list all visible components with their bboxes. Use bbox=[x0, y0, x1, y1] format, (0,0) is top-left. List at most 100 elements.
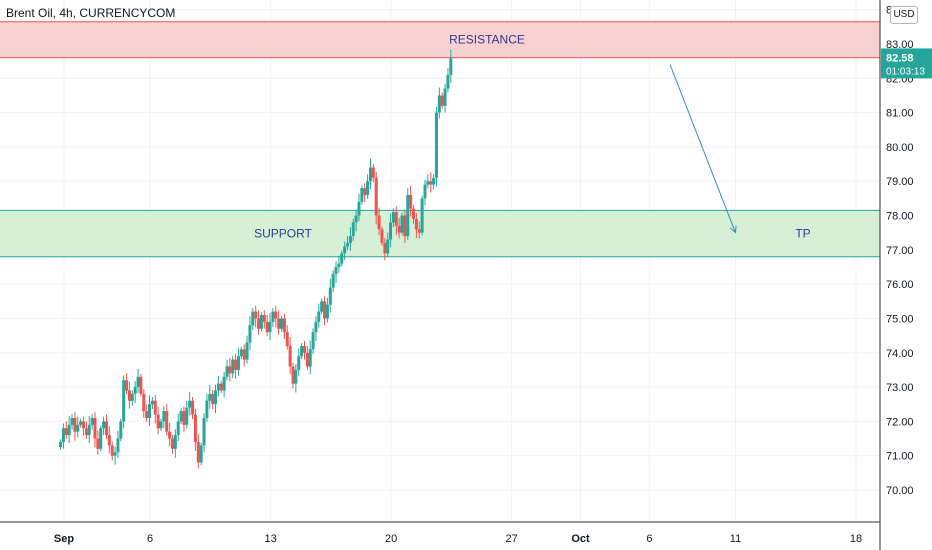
x-tick-label: 6 bbox=[147, 533, 153, 545]
candle-body bbox=[199, 445, 203, 463]
candle-body bbox=[334, 267, 338, 274]
candle-body bbox=[176, 421, 180, 436]
candle-body bbox=[159, 421, 163, 429]
candle-body bbox=[412, 208, 416, 219]
candle-body bbox=[219, 383, 223, 391]
candle-body bbox=[437, 95, 441, 113]
candle-body bbox=[61, 428, 65, 442]
candle-body bbox=[59, 441, 63, 448]
candle-body bbox=[191, 400, 195, 415]
x-tick-label: Sep bbox=[54, 533, 74, 545]
candle-body bbox=[70, 417, 74, 425]
candle-body bbox=[423, 184, 427, 199]
candle-body bbox=[366, 181, 370, 195]
price-axis[interactable] bbox=[880, 0, 932, 550]
candle-body bbox=[254, 311, 258, 319]
candle-body bbox=[325, 304, 329, 319]
candle-body bbox=[386, 239, 390, 254]
candle-body bbox=[291, 366, 295, 384]
currency-button[interactable]: USD bbox=[890, 6, 918, 24]
candle-body bbox=[314, 321, 318, 333]
candle-body bbox=[96, 438, 100, 449]
candle-body bbox=[360, 188, 364, 202]
candle-body bbox=[294, 369, 298, 384]
candle-body bbox=[67, 424, 71, 436]
candle-body bbox=[394, 212, 398, 226]
y-tick-label: 72.00 bbox=[886, 416, 914, 428]
x-tick-label: 18 bbox=[850, 533, 862, 545]
y-tick-label: 77.00 bbox=[886, 245, 914, 257]
support-zone bbox=[0, 210, 880, 257]
candle-body bbox=[420, 198, 424, 233]
y-tick-label: 76.00 bbox=[886, 279, 914, 291]
candle-body bbox=[216, 383, 220, 391]
candle-body bbox=[305, 352, 309, 367]
candle-body bbox=[145, 411, 149, 418]
candle-body bbox=[271, 311, 275, 322]
candle-body bbox=[222, 376, 226, 391]
y-tick-label: 74.00 bbox=[886, 348, 914, 360]
candle-body bbox=[383, 242, 387, 254]
candle-body bbox=[87, 424, 91, 436]
candle-body bbox=[136, 376, 140, 388]
candle-body bbox=[262, 315, 266, 322]
candle-body bbox=[297, 356, 301, 370]
candle-body bbox=[188, 400, 192, 408]
candle-body bbox=[148, 404, 152, 418]
candle-body bbox=[311, 332, 315, 350]
candle-body bbox=[168, 431, 172, 439]
candle-body bbox=[228, 366, 232, 374]
current-price-label bbox=[881, 48, 932, 79]
x-tick-label: 20 bbox=[385, 533, 397, 545]
candle-body bbox=[391, 212, 395, 223]
candle-body bbox=[377, 215, 381, 230]
candle-body bbox=[317, 311, 321, 322]
candle-body bbox=[119, 421, 123, 439]
candle-body bbox=[208, 393, 212, 401]
chart-title: Brent Oil, 4h, CURRENCYCOM bbox=[6, 6, 176, 20]
support-label: SUPPORT bbox=[254, 227, 312, 241]
candle-body bbox=[142, 393, 146, 412]
candle-body bbox=[153, 400, 157, 415]
candle-body bbox=[443, 88, 447, 106]
candle-body bbox=[340, 253, 344, 264]
candle-body bbox=[225, 366, 229, 377]
candle-body bbox=[446, 74, 450, 89]
resistance-label: RESISTANCE bbox=[449, 33, 525, 47]
candle-body bbox=[368, 167, 372, 182]
candle-body bbox=[363, 188, 367, 195]
candle-body bbox=[130, 393, 134, 401]
x-tick-label: 11 bbox=[730, 533, 741, 545]
candle-body bbox=[116, 438, 120, 453]
candle-body bbox=[354, 215, 358, 223]
candle-body bbox=[170, 438, 174, 449]
y-tick-label: 78.00 bbox=[886, 211, 914, 223]
candle-body bbox=[346, 242, 350, 247]
candle-body bbox=[414, 218, 418, 230]
candle-body bbox=[397, 225, 401, 233]
candle-body bbox=[113, 452, 117, 456]
candle-body bbox=[280, 318, 284, 329]
candle-body bbox=[236, 356, 240, 370]
candle-body bbox=[323, 301, 327, 319]
candle-body bbox=[202, 417, 206, 446]
candle-body bbox=[409, 194, 413, 209]
candle-body bbox=[64, 428, 68, 436]
candle-body bbox=[245, 342, 249, 360]
candle-body bbox=[231, 359, 235, 374]
candle-body bbox=[79, 421, 83, 425]
candle-body bbox=[251, 311, 255, 326]
projection-arrow-head bbox=[730, 225, 737, 234]
candle-body bbox=[265, 321, 269, 333]
y-tick-label: 73.00 bbox=[886, 382, 914, 394]
candle-body bbox=[76, 424, 80, 432]
candle-body bbox=[150, 400, 154, 405]
resistance-zone bbox=[0, 21, 880, 58]
x-tick-label: 6 bbox=[646, 533, 652, 545]
candle-body bbox=[426, 181, 430, 185]
candle-body bbox=[239, 349, 243, 357]
candle-body bbox=[211, 393, 215, 405]
y-tick-label: 75.00 bbox=[886, 313, 914, 325]
candle-body bbox=[300, 345, 304, 357]
